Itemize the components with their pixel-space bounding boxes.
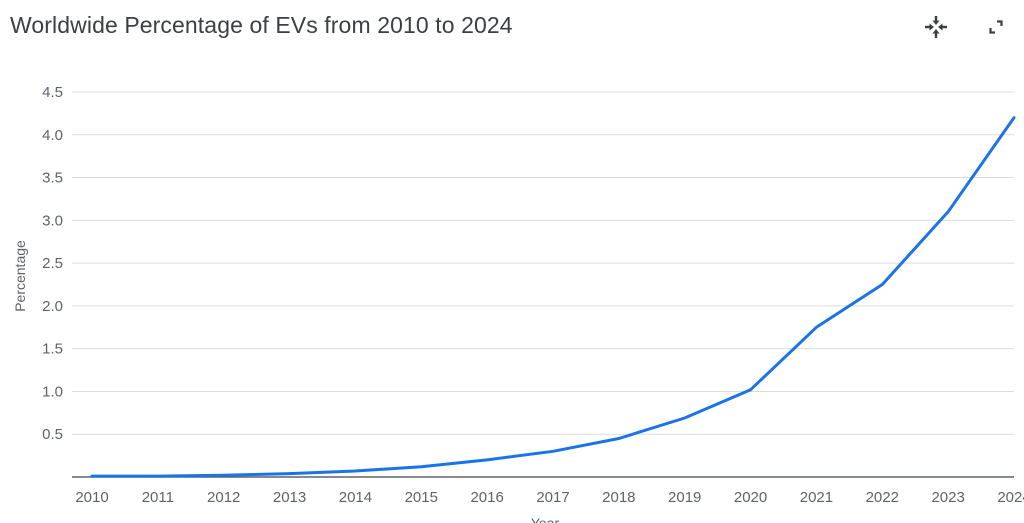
x-tick-label: 2022 xyxy=(866,489,899,506)
gridlines xyxy=(72,91,1014,435)
x-tick-label: 2010 xyxy=(75,489,108,506)
x-tick-label: 2016 xyxy=(470,489,503,506)
x-tick-label: 2014 xyxy=(339,489,372,506)
expand-button[interactable] xyxy=(982,13,1010,41)
x-tick-label: 2024 xyxy=(997,489,1024,506)
x-tick-label: 2012 xyxy=(207,489,240,506)
y-axis-title: Percentage xyxy=(12,240,28,312)
x-tick-label: 2011 xyxy=(142,489,174,506)
expand-corners-icon xyxy=(989,20,1003,34)
x-tick-label: 2019 xyxy=(668,489,701,506)
chart-title: Worldwide Percentage of EVs from 2010 to… xyxy=(10,12,513,38)
series-layer xyxy=(90,116,1016,478)
x-tick-label: 2017 xyxy=(536,489,569,506)
y-tick-label: 3.5 xyxy=(42,170,63,187)
y-tick-label: 3.0 xyxy=(42,212,63,229)
y-tick-label: 2.0 xyxy=(42,298,63,315)
x-axis-ticks: 2010 2011 2012 2013 2014 2015 2016 2017 2018 2019… xyxy=(75,489,1024,506)
y-tick-label: 2.5 xyxy=(42,255,63,272)
y-tick-label: 4.0 xyxy=(42,127,63,144)
x-tick-label: 2020 xyxy=(734,489,767,506)
x-tick-label: 2023 xyxy=(931,489,964,506)
y-axis-ticks: 0.5 1.0 1.5 2.0 2.5 3.0 3.5 4.0 4.5 xyxy=(42,84,63,443)
x-tick-label: 2015 xyxy=(405,489,438,506)
y-tick-label: 1.0 xyxy=(42,383,63,400)
x-tick-label: 2018 xyxy=(602,489,635,506)
collapse-arrows-icon xyxy=(925,16,947,38)
y-tick-label: 0.5 xyxy=(42,426,63,443)
x-tick-label: 2021 xyxy=(800,489,833,506)
series-line xyxy=(90,116,1016,478)
x-tick-label: 2013 xyxy=(273,489,306,506)
x-axis-title: Year xyxy=(531,515,560,523)
y-tick-label: 4.5 xyxy=(42,84,63,101)
collapse-button[interactable] xyxy=(922,13,950,41)
y-tick-label: 1.5 xyxy=(42,341,63,358)
